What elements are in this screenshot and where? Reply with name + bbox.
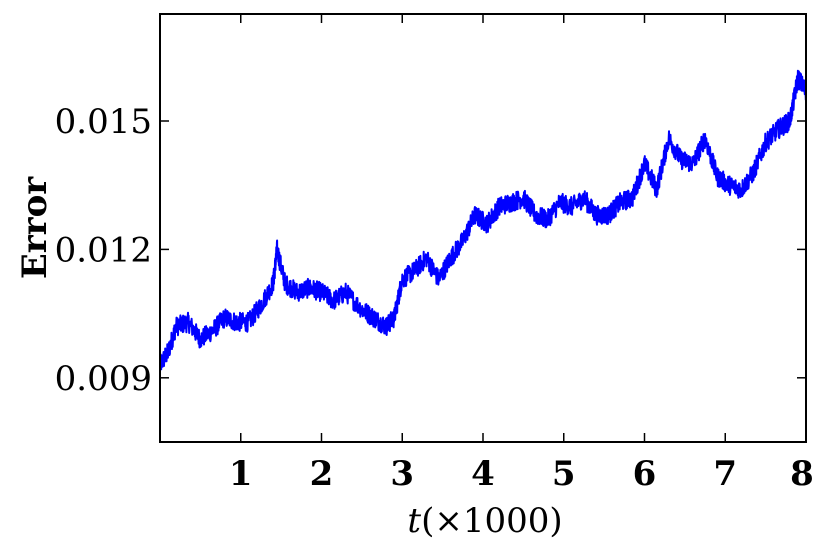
x-tick-label: 4 — [471, 454, 495, 494]
y-axis-label: Error — [15, 176, 55, 279]
x-tick-label: 6 — [633, 454, 657, 494]
x-tick-labels: 1 2 3 4 5 6 7 8 — [229, 454, 814, 494]
y-tick-label: 0.015 — [55, 102, 152, 142]
error-series-line — [159, 69, 807, 371]
y-tick-labels: 0.009 0.012 0.015 — [55, 102, 152, 399]
y-tick-label: 0.009 — [55, 359, 152, 399]
y-tick-label: 0.012 — [55, 230, 152, 270]
x-axis-ticks — [240, 14, 807, 442]
x-axis-label-variable: t — [407, 501, 421, 541]
x-axis-label: t(×1000) — [407, 501, 562, 541]
x-axis-label-unit: (×1000) — [421, 501, 563, 541]
x-tick-label: 7 — [713, 454, 737, 494]
y-axis-ticks — [160, 120, 806, 379]
plot-area — [159, 13, 807, 443]
x-tick-label: 2 — [310, 454, 334, 494]
x-tick-label: 3 — [390, 454, 414, 494]
x-tick-label: 8 — [790, 454, 814, 494]
x-tick-label: 5 — [552, 454, 576, 494]
plot-frame — [159, 13, 807, 443]
x-tick-label: 1 — [229, 454, 253, 494]
